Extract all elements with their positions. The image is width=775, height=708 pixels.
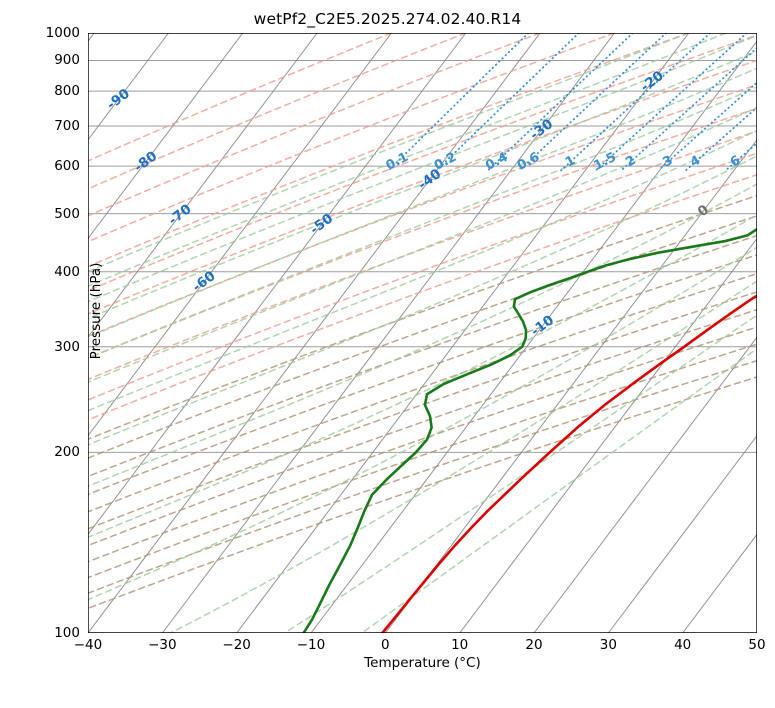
- sounding-curve-temperature: [381, 294, 757, 633]
- moist-adiabat-45: [283, 314, 757, 633]
- dry-adiabat--50: [88, 33, 467, 190]
- dry-adiabat-130: [88, 326, 757, 563]
- isotherm--70: [88, 33, 318, 338]
- isotherm-label--90: -90: [104, 86, 133, 113]
- moist-adiabat-0: [88, 67, 757, 338]
- dry-adiabat-50: [88, 173, 757, 421]
- moist-adiabat--20: [88, 33, 690, 273]
- x-tick-label--30: −30: [148, 637, 177, 653]
- y-tick-label-700: 700: [54, 117, 80, 134]
- x-tick-label--40: −40: [73, 637, 103, 653]
- dry-adiabat-140: [88, 343, 757, 579]
- chart-title: wetPf2_C2E5.2025.274.02.40.R14: [253, 10, 522, 28]
- plot-area: 0.10.20.40.611.523468-100-90-80-70-60-50…: [46, 25, 766, 671]
- dry-adiabat-40: [88, 152, 757, 401]
- isotherm--10: [310, 40, 757, 633]
- y-axis-label: Pressure (hPa): [88, 262, 104, 360]
- mixing-ratio-line-0.4: [486, 33, 634, 172]
- mixing-ratio-label-3: 3: [661, 153, 676, 170]
- isotherm-20: [533, 336, 757, 633]
- isotherm--40: [88, 33, 541, 633]
- x-tick-label-10: 10: [451, 637, 469, 653]
- moist-adiabat-50: [361, 347, 757, 633]
- moist-adiabat--5: [88, 50, 757, 320]
- dry-adiabat--40: [88, 33, 541, 217]
- mixing-ratio-line-2: [620, 46, 757, 172]
- mixing-ratio-line-0.6: [518, 33, 668, 172]
- moist-adiabat-30: [88, 213, 757, 539]
- moist-adiabat-20: [88, 155, 757, 446]
- mixing-ratio-line-1: [560, 33, 712, 172]
- y-tick-label-1000: 1000: [45, 25, 80, 41]
- isotherm--30: [161, 33, 615, 633]
- x-tick-label-50: 50: [748, 637, 766, 653]
- sounding-curve-dew-point: [302, 227, 757, 633]
- dry-adiabat-60: [88, 194, 757, 441]
- dry-adiabat--20: [88, 33, 690, 268]
- dry-adiabat-20: [88, 107, 757, 360]
- moist-adiabat-25: [88, 183, 757, 488]
- isotherm-label--30: -30: [527, 116, 556, 143]
- dry-adiabat-100: [88, 272, 757, 513]
- moist-adiabat--10: [88, 34, 757, 303]
- isotherm-0: [384, 138, 757, 633]
- mixing-ratio-label-4: 4: [688, 153, 703, 170]
- y-tick-label-900: 900: [54, 52, 80, 69]
- moist-adiabat--15: [88, 33, 727, 288]
- isotherm-30: [607, 434, 757, 633]
- dry-adiabat--30: [88, 33, 616, 243]
- x-tick-label--20: −20: [222, 637, 251, 653]
- x-tick-label--10: −10: [296, 637, 326, 653]
- y-tick-label-500: 500: [54, 205, 80, 222]
- moist-adiabat-15: [88, 129, 757, 412]
- y-tick-label-600: 600: [54, 158, 80, 175]
- x-tick-label-20: 20: [525, 637, 543, 653]
- isotherm--50: [88, 33, 467, 536]
- isotherm--20: [236, 33, 690, 633]
- x-axis-label: Temperature (°C): [364, 655, 481, 671]
- isotherm-label--10: -10: [528, 312, 557, 339]
- dry-adiabat-0: [88, 59, 757, 315]
- y-tick-label-800: 800: [54, 83, 80, 100]
- dry-adiabat--10: [88, 34, 757, 292]
- y-tick-label-300: 300: [54, 338, 80, 355]
- x-tick-label-30: 30: [599, 637, 617, 653]
- dry-adiabat-80: [88, 234, 757, 478]
- isotherm-label--80: -80: [131, 148, 160, 175]
- y-tick-label-400: 400: [54, 263, 80, 280]
- dry-adiabat-10: [88, 83, 757, 338]
- isotherm--90: [88, 33, 169, 141]
- isotherm--60: [88, 33, 392, 437]
- isotherm-40: [682, 533, 757, 633]
- x-tick-label-40: 40: [674, 637, 692, 653]
- mixing-ratio-line-1.5: [594, 33, 748, 172]
- x-tick-label-0: 0: [381, 637, 390, 653]
- mixing-ratio-line-0.2: [435, 33, 580, 172]
- isotherm--80: [88, 33, 244, 240]
- mixing-ratio-line-0.1: [387, 33, 530, 172]
- moist-adiabat-5: [88, 86, 757, 359]
- isotherm-label--50: -50: [307, 211, 336, 238]
- isotherm-label--70: -70: [165, 201, 194, 228]
- y-tick-label-200: 200: [54, 444, 80, 461]
- dry-adiabat-30: [88, 130, 757, 381]
- dry-adiabat-90: [88, 254, 757, 496]
- moist-adiabat-40: [169, 280, 757, 633]
- y-tick-label-100: 100: [54, 625, 80, 641]
- skewt-svg: 0.10.20.40.611.523468-100-90-80-70-60-50…: [88, 33, 757, 633]
- mixing-ratio-line-3: [657, 81, 757, 172]
- dry-adiabat-150: [88, 359, 757, 594]
